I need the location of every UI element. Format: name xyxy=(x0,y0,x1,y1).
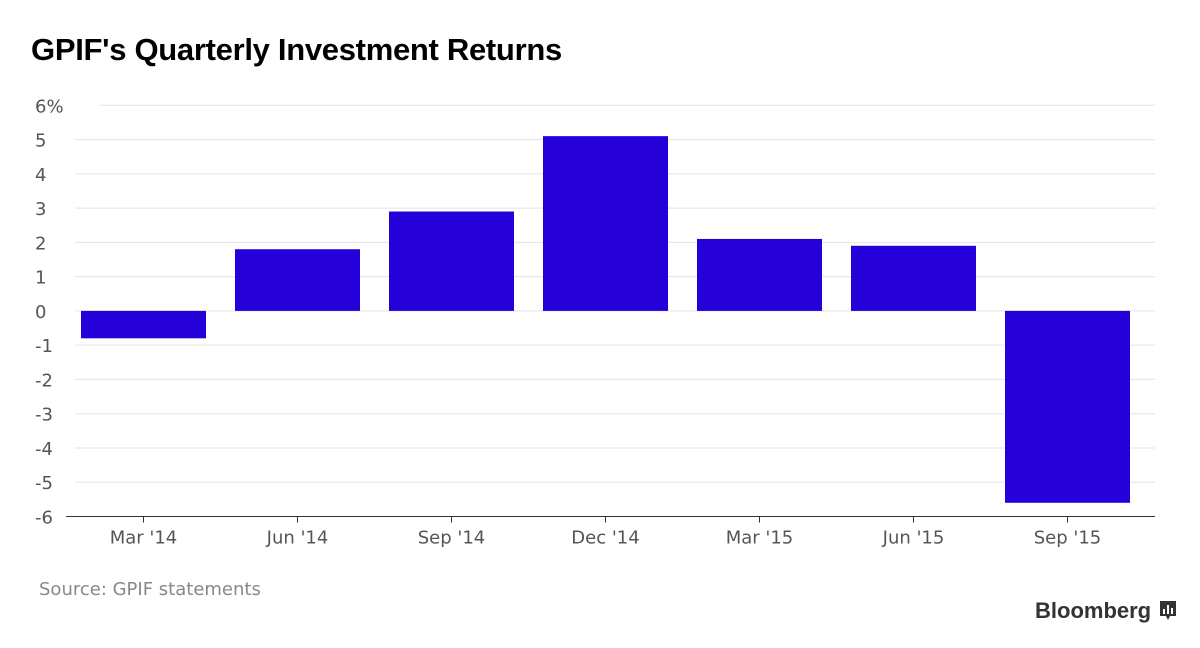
x-tick-label: Jun '15 xyxy=(882,528,945,549)
x-tick-label: Mar '15 xyxy=(726,528,794,549)
bars xyxy=(81,136,1130,503)
y-tick-label: -6 xyxy=(35,508,53,529)
x-tick-label: Sep '14 xyxy=(418,528,486,549)
bar xyxy=(389,211,514,311)
x-tick-label: Mar '14 xyxy=(110,528,178,549)
y-tick-label: 5 xyxy=(35,131,46,152)
bar xyxy=(1005,310,1130,503)
bar xyxy=(851,245,976,311)
y-tick-label: 2 xyxy=(35,233,46,254)
bar xyxy=(81,310,206,339)
x-tick-label: Dec '14 xyxy=(571,528,639,549)
bar xyxy=(697,238,822,311)
y-tick-label: 0 xyxy=(35,302,46,323)
x-tick-label: Jun '14 xyxy=(266,528,329,549)
brand-name: Bloomberg xyxy=(1035,598,1152,623)
y-tick-label: -5 xyxy=(35,473,53,494)
source-note: Source: GPIF statements xyxy=(39,579,261,600)
bloomberg-logo: Bloomberg xyxy=(1035,598,1177,624)
bloomberg-chart-icon xyxy=(1160,601,1177,620)
x-axis-ticks: Mar '14 Jun '14 Sep '14 Dec '14 Mar '15 Jun '… xyxy=(110,516,1102,549)
y-tick-label: -3 xyxy=(35,405,53,426)
y-tick-label: -4 xyxy=(35,439,53,460)
y-axis-ticks: 6% 5 4 3 2 1 0 -1 -2 -3 -4 -5 -6 xyxy=(35,96,64,528)
x-tick-label: Sep '15 xyxy=(1034,528,1102,549)
bar xyxy=(235,249,360,311)
y-tick-label: 4 xyxy=(35,165,46,186)
y-tick-label: 1 xyxy=(35,268,46,289)
y-tick-label: 3 xyxy=(35,199,46,220)
y-tick-label: -2 xyxy=(35,370,53,391)
chart-title: GPIF's Quarterly Investment Returns xyxy=(31,32,562,67)
y-tick-label: -1 xyxy=(35,336,53,357)
y-tick-label: 6% xyxy=(35,96,64,117)
bar xyxy=(543,136,668,311)
